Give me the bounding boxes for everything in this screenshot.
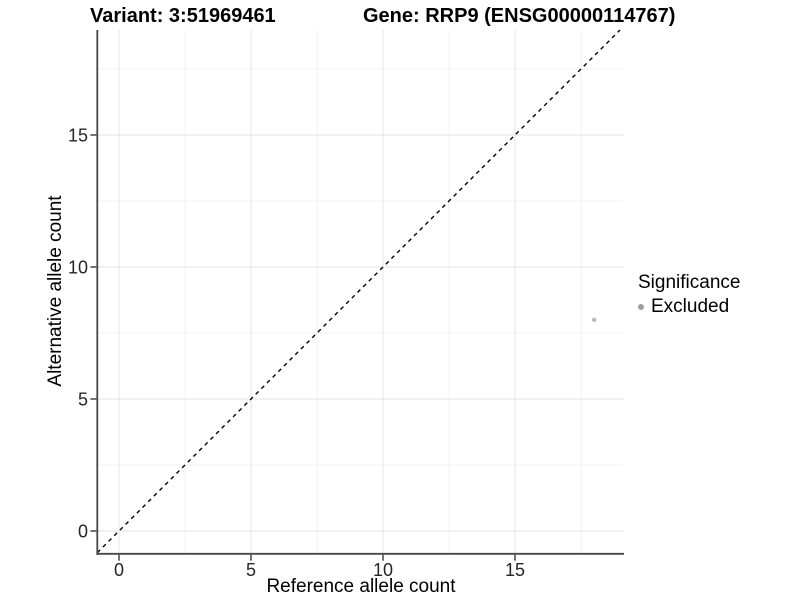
y-axis-title: Alternative allele count — [45, 195, 66, 387]
data-points-layer — [591, 317, 597, 323]
y-tick-label: 15 — [68, 126, 88, 146]
legend: Significance Excluded — [638, 272, 740, 318]
x-tick-label: 15 — [505, 560, 525, 580]
gene-title: Gene: RRP9 (ENSG00000114767) — [363, 5, 676, 27]
x-tick-label: 0 — [114, 560, 124, 580]
legend-title: Significance — [638, 272, 741, 293]
tick-marks-layer — [90, 134, 516, 561]
y-tick-label: 5 — [78, 390, 88, 410]
legend-item-excluded: Excluded — [638, 296, 740, 318]
y-tick-label: 10 — [68, 258, 88, 278]
x-tick-label: 10 — [373, 560, 393, 580]
variant-title: Variant: 3:51969461 — [90, 5, 276, 27]
reference-line-layer — [96, 29, 621, 554]
x-tick-label: 5 — [246, 560, 256, 580]
circle-marker-icon — [638, 304, 644, 310]
data-point — [591, 317, 597, 323]
y-tick-label: 0 — [78, 522, 88, 542]
legend-item-label: Excluded — [651, 296, 730, 317]
x-axis-title: Reference allele count — [266, 576, 456, 597]
grid-major-layer — [97, 30, 624, 554]
tick-labels-layer: 0 5 10 15 0 5 10 15 — [68, 126, 525, 581]
grid-minor-layer — [97, 30, 624, 554]
identity-dashed-line — [96, 29, 621, 554]
